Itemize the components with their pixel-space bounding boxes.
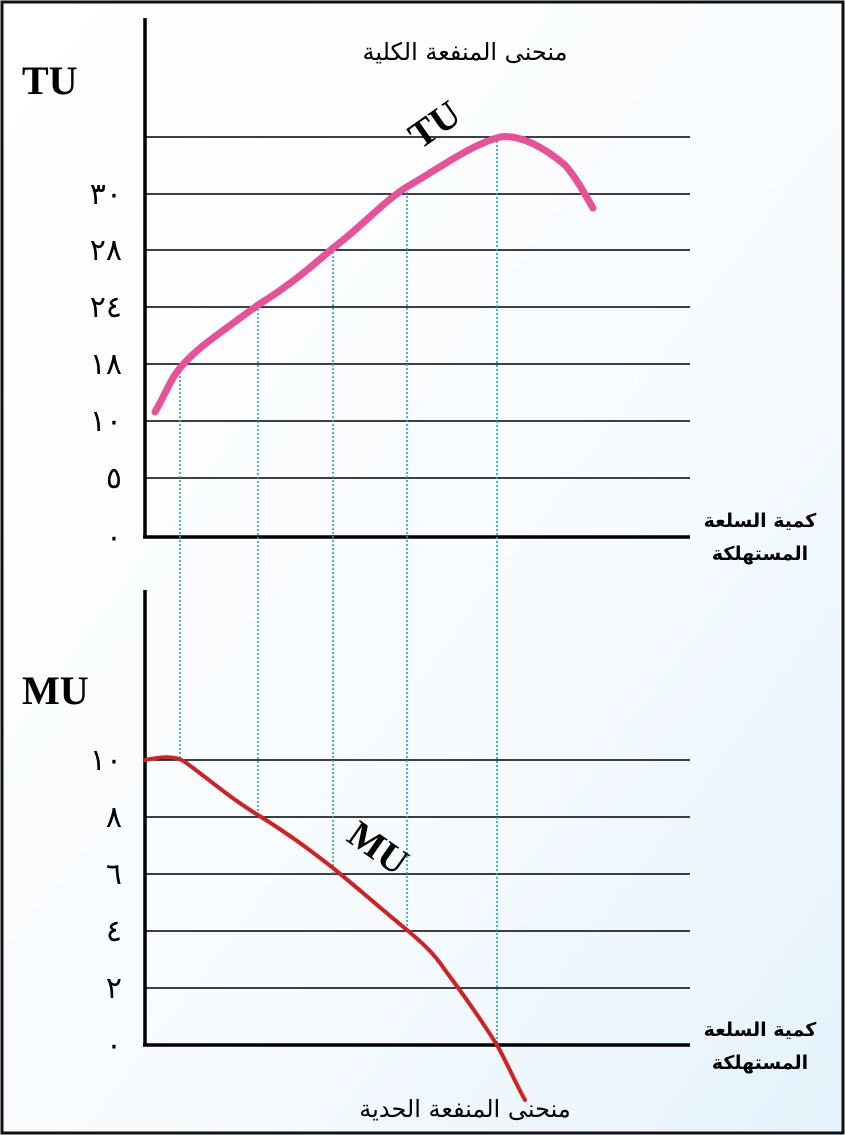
bottom-title: منحنى المنفعة الحدية	[359, 1095, 570, 1123]
mu-curve	[143, 755, 527, 1102]
y-tick-label: ٦	[106, 857, 122, 892]
guide-lines	[179, 137, 498, 1045]
y-tick-label: ٠	[106, 520, 122, 555]
x-label: المستهلكة	[712, 1052, 808, 1074]
y-tick-label: ٣٠	[90, 177, 122, 212]
y-tick-label: ٢	[106, 971, 122, 1006]
top-title: منحنى المنفعة الكلية	[362, 38, 567, 66]
x-label: كمية السلعة	[704, 1019, 818, 1041]
bottom-grid	[145, 759, 690, 989]
bottom-axes	[143, 590, 690, 1047]
y-tick-label: ٥	[106, 461, 122, 496]
top-axes	[143, 18, 690, 539]
axis-title: TU	[22, 58, 78, 103]
y-tick-label: ١٨	[90, 347, 122, 382]
y-tick-label: ١٠	[90, 743, 122, 778]
x-label: كمية السلعة	[704, 510, 818, 532]
y-tick-label: ٢٨	[90, 233, 122, 268]
x-label: المستهلكة	[712, 543, 808, 565]
y-tick-label: ٨	[106, 800, 122, 835]
y-tick-label: ٢٤	[90, 290, 122, 325]
y-tick-label: ٠	[106, 1028, 122, 1063]
y-tick-label: ٤	[106, 914, 122, 949]
tu-curve	[151, 133, 597, 416]
axis-title: MU	[22, 668, 89, 713]
top-grid	[145, 136, 690, 479]
y-tick-label: ١٠	[90, 404, 122, 439]
